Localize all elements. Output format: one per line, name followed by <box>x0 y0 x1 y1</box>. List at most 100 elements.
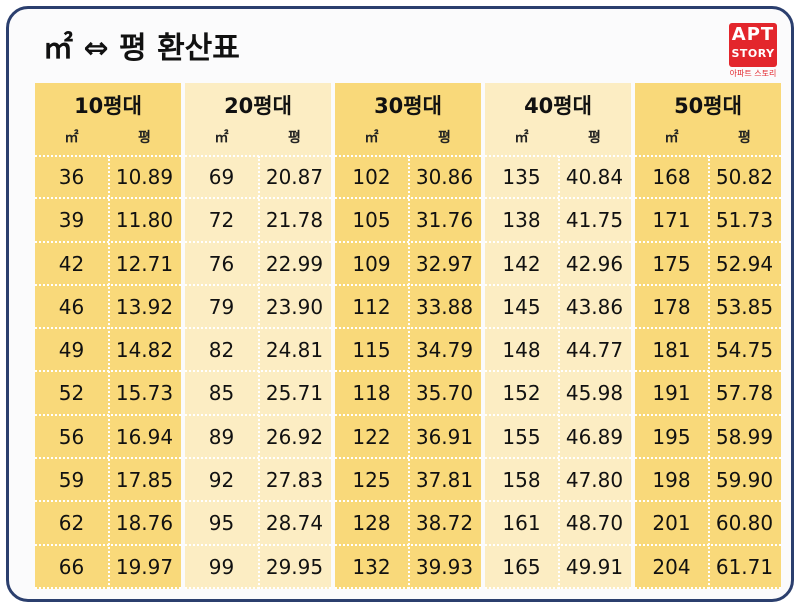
sqm-value: 195 <box>652 424 691 449</box>
table-rows: 36 10.89 39 11.80 42 12.71 46 13.92 49 14.82 52 15.… <box>35 154 181 590</box>
logo-story-text: STORY <box>731 47 775 60</box>
pyeong-value: 58.99 <box>715 424 774 449</box>
table-row: 118 35.70 <box>335 372 481 417</box>
table-row: 79 23.90 <box>185 286 331 330</box>
pyeong-value: 16.94 <box>115 424 174 449</box>
group-heading: 50평대 <box>674 94 742 118</box>
table-row: 171 51.73 <box>635 199 781 243</box>
page-title: ㎡ ⇔ 평 환산표 <box>43 31 240 66</box>
pyeong-subheader: 평 <box>438 130 451 146</box>
sqm-value: 132 <box>352 554 391 579</box>
pyeong-value: 48.70 <box>565 511 624 536</box>
pyeong-value: 18.76 <box>115 511 174 536</box>
sqm-value: 135 <box>502 165 541 189</box>
pyeong-value: 40.84 <box>565 165 624 189</box>
sqm-value: 79 <box>208 294 235 319</box>
pyeong-value: 27.83 <box>265 468 324 493</box>
pyeong-value: 60.80 <box>715 511 774 536</box>
sqm-value: 142 <box>502 251 541 276</box>
pyeong-value: 39.93 <box>415 554 474 579</box>
table-row: 138 41.75 <box>485 199 631 243</box>
sqm-value: 145 <box>502 294 541 319</box>
table-row: 82 24.81 <box>185 329 331 373</box>
table-row: 152 45.98 <box>485 372 631 417</box>
pyeong-value: 15.73 <box>115 381 174 406</box>
pyeong-value: 35.70 <box>415 381 474 406</box>
pyeong-value: 34.79 <box>415 338 474 363</box>
table-row: 102 30.86 <box>335 154 481 200</box>
table-row: 76 22.99 <box>185 243 331 287</box>
apt-story-logo: APT STORY 아파트 스토리 <box>725 23 781 81</box>
pyeong-value: 49.91 <box>565 554 624 579</box>
sqm-value: 72 <box>208 208 235 233</box>
table-row: 142 42.96 <box>485 243 631 287</box>
table-row: 59 17.85 <box>35 459 181 503</box>
column-group: 10평대 ㎡ 평 36 10.89 39 11.80 42 12.71 46 13.92 49 14.8… <box>35 83 181 590</box>
table-row: 49 14.82 <box>35 329 181 373</box>
pyeong-value: 23.90 <box>265 294 324 319</box>
table-row: 158 47.80 <box>485 459 631 503</box>
sqm-value: 148 <box>502 338 541 363</box>
group-heading: 20평대 <box>224 94 292 118</box>
sqm-value: 204 <box>652 554 691 579</box>
sqm-value: 118 <box>352 381 391 406</box>
pyeong-value: 38.72 <box>415 511 474 536</box>
table-row: 85 25.71 <box>185 372 331 417</box>
table-row: 52 15.73 <box>35 372 181 417</box>
pyeong-value: 46.89 <box>565 424 624 449</box>
pyeong-value: 59.90 <box>715 468 774 493</box>
pyeong-value: 12.71 <box>115 251 174 276</box>
pyeong-value: 24.81 <box>265 338 324 363</box>
sqm-value: 82 <box>208 338 235 363</box>
sqm-value: 115 <box>352 338 391 363</box>
sqm-value: 52 <box>58 381 85 406</box>
pyeong-value: 11.80 <box>115 208 174 233</box>
sqm-subheader: ㎡ <box>664 130 679 146</box>
pyeong-value: 30.86 <box>415 165 474 189</box>
table-row: 148 44.77 <box>485 329 631 373</box>
sqm-value: 39 <box>58 208 85 233</box>
table-row: 122 36.91 <box>335 416 481 460</box>
column-divider <box>108 156 110 589</box>
pyeong-subheader: 평 <box>138 130 151 146</box>
table-row: 92 27.83 <box>185 459 331 503</box>
pyeong-value: 28.74 <box>265 511 324 536</box>
sqm-subheader: ㎡ <box>214 130 229 146</box>
pyeong-value: 50.82 <box>715 165 774 189</box>
table-row: 161 48.70 <box>485 502 631 546</box>
column-group: 30평대 ㎡ 평 102 30.86 105 31.76 109 32.97 112 33.88 11… <box>335 83 481 590</box>
logo-apt-text: APT <box>731 24 775 45</box>
sqm-value: 89 <box>208 424 235 449</box>
sqm-value: 198 <box>652 468 691 493</box>
pyeong-subheader: 평 <box>738 130 751 146</box>
sqm-value: 168 <box>652 165 691 189</box>
column-divider <box>558 156 560 589</box>
pyeong-value: 33.88 <box>415 294 474 319</box>
table-row: 191 57.78 <box>635 372 781 417</box>
column-group: 50평대 ㎡ 평 168 50.82 171 51.73 175 52.94 178 53.85 18… <box>635 83 781 590</box>
sqm-value: 178 <box>652 294 691 319</box>
sqm-value: 138 <box>502 208 541 233</box>
sqm-value: 56 <box>58 424 85 449</box>
table-row: 125 37.81 <box>335 459 481 503</box>
table-row: 72 21.78 <box>185 199 331 243</box>
pyeong-value: 45.98 <box>565 381 624 406</box>
pyeong-value: 41.75 <box>565 208 624 233</box>
pyeong-subheader: 평 <box>288 130 301 146</box>
table-row: 105 31.76 <box>335 199 481 243</box>
sqm-value: 152 <box>502 381 541 406</box>
sqm-value: 161 <box>502 511 541 536</box>
pyeong-value: 32.97 <box>415 251 474 276</box>
sqm-value: 102 <box>352 165 391 189</box>
table-row: 66 19.97 <box>35 546 181 590</box>
pyeong-value: 14.82 <box>115 338 174 363</box>
sqm-value: 105 <box>352 208 391 233</box>
table-rows: 135 40.84 138 41.75 142 42.96 145 43.86 148 44.77… <box>485 154 631 590</box>
sqm-value: 155 <box>502 424 541 449</box>
sqm-value: 201 <box>652 511 691 536</box>
sqm-value: 165 <box>502 554 541 579</box>
sqm-value: 95 <box>208 511 235 536</box>
pyeong-subheader: 평 <box>588 130 601 146</box>
table-row: 132 39.93 <box>335 546 481 590</box>
column-divider <box>258 156 260 589</box>
